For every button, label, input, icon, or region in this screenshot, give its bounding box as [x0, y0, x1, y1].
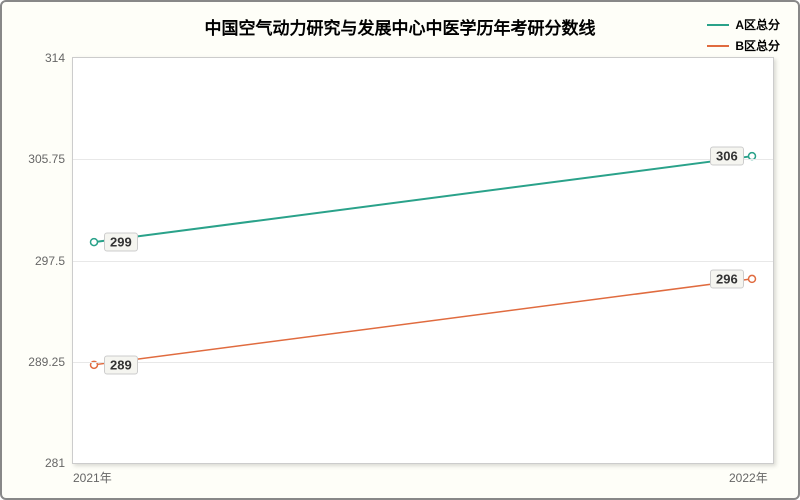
series-line	[94, 279, 752, 365]
legend-label-b: B区总分	[735, 37, 780, 54]
legend-label-a: A区总分	[735, 16, 780, 33]
y-tick-label: 314	[45, 51, 65, 65]
data-label: 296	[710, 269, 744, 288]
y-tick-label: 289.25	[28, 355, 65, 369]
series-line	[94, 156, 752, 242]
data-label: 299	[104, 233, 138, 252]
legend-swatch-a	[707, 24, 729, 26]
legend-item-b: B区总分	[707, 37, 780, 54]
y-tick-label: 305.75	[28, 152, 65, 166]
plot-area: 281289.25297.5305.753142021年2022年2993062…	[72, 57, 774, 464]
chart-container: 中国空气动力研究与发展中心中医学历年考研分数线 A区总分 B区总分 281 289…	[0, 0, 800, 500]
grid-line	[73, 159, 773, 160]
legend-swatch-b	[707, 45, 729, 47]
grid-line	[73, 261, 773, 262]
y-tick-label: 281	[45, 456, 65, 470]
x-tick-label: 2022年	[729, 469, 768, 486]
series-marker	[749, 275, 756, 282]
grid-line	[73, 362, 773, 363]
series-marker	[91, 239, 98, 246]
data-label: 306	[710, 147, 744, 166]
chart-title: 中国空气动力研究与发展中心中医学历年考研分数线	[2, 2, 798, 39]
data-label: 289	[104, 355, 138, 374]
legend: A区总分 B区总分	[707, 16, 780, 58]
legend-item-a: A区总分	[707, 16, 780, 33]
x-tick-label: 2021年	[73, 469, 112, 486]
y-tick-label: 297.5	[35, 254, 65, 268]
